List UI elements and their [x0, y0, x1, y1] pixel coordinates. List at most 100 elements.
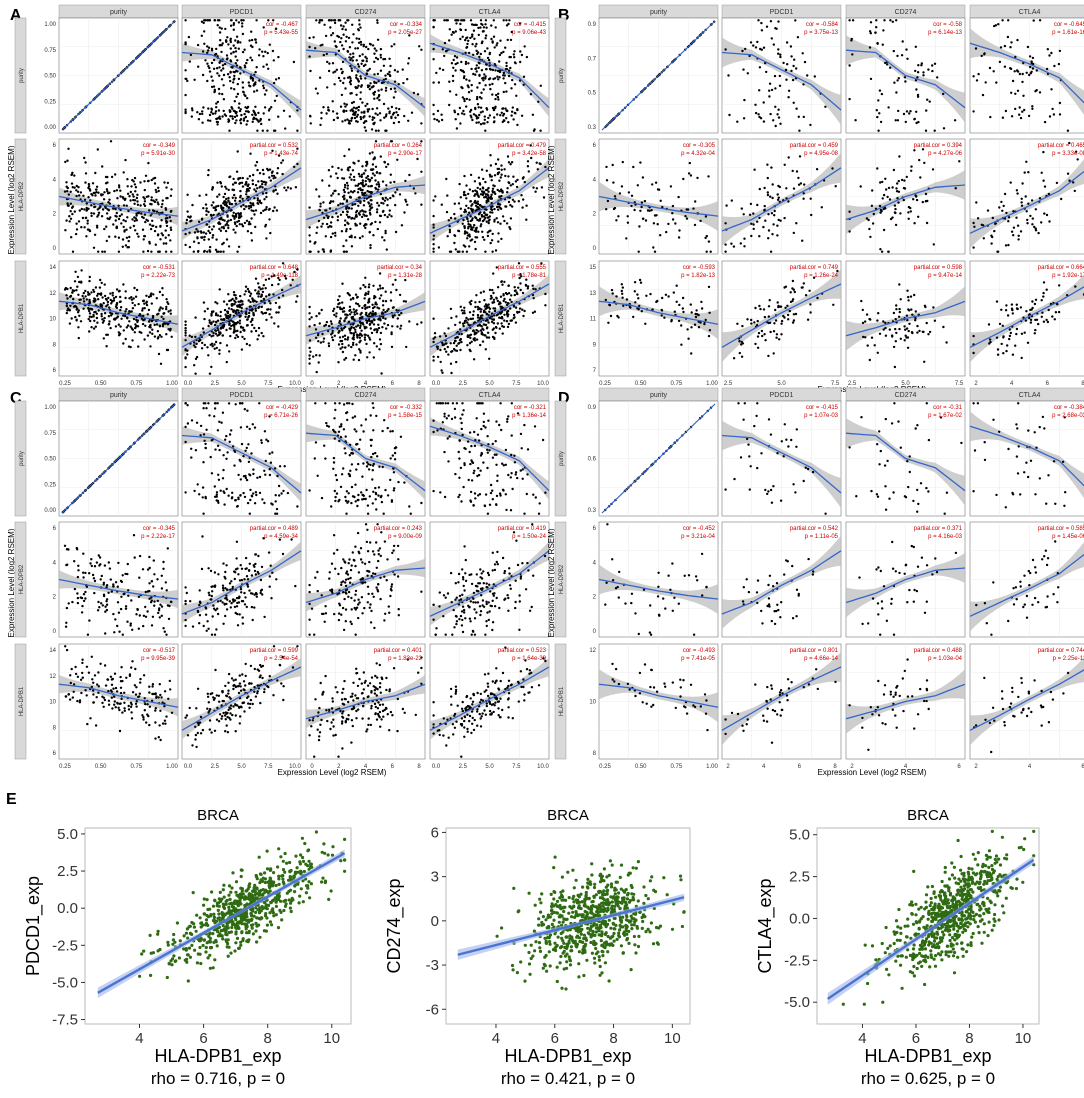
data-point	[150, 250, 153, 253]
data-point	[154, 243, 157, 246]
data-point	[769, 195, 772, 198]
data-point	[227, 226, 230, 230]
data-point	[505, 24, 509, 27]
data-point	[791, 169, 794, 173]
data-point	[331, 336, 334, 339]
data-point	[489, 211, 492, 214]
data-point	[309, 250, 312, 253]
data-point	[492, 121, 496, 124]
data-point	[484, 34, 488, 37]
data-point	[359, 316, 363, 319]
data-point	[237, 177, 240, 180]
data-point	[232, 44, 235, 47]
data-point	[348, 235, 351, 239]
data-point	[371, 107, 374, 111]
data-point	[393, 43, 396, 46]
data-point	[473, 201, 476, 204]
data-point	[506, 38, 509, 42]
data-point	[97, 298, 100, 301]
data-point	[228, 350, 231, 353]
data-point	[742, 68, 745, 71]
data-point	[100, 304, 104, 307]
data-point	[208, 333, 211, 337]
data-point	[499, 295, 503, 298]
y-tick-label: 6	[53, 368, 57, 374]
data-point	[474, 106, 477, 110]
data-point	[656, 223, 659, 226]
data-point	[227, 307, 231, 310]
data-point	[491, 68, 495, 72]
data-point	[507, 22, 510, 26]
data-point	[230, 52, 233, 55]
data-point	[476, 86, 479, 89]
data-point	[77, 186, 80, 189]
data-point	[744, 47, 747, 51]
data-point	[517, 200, 520, 203]
data-point	[991, 235, 994, 239]
data-point	[253, 197, 256, 200]
data-point	[917, 215, 920, 218]
data-point	[933, 62, 937, 65]
data-point	[1004, 244, 1008, 247]
data-point	[641, 217, 645, 220]
data-point	[933, 129, 936, 132]
data-point	[492, 35, 496, 38]
data-point	[388, 70, 391, 74]
data-point	[223, 201, 226, 204]
data-point	[260, 305, 263, 309]
data-point	[474, 305, 477, 309]
data-point	[232, 28, 235, 31]
stat-text: p = 1.43e-74	[264, 151, 299, 157]
data-point	[355, 59, 358, 62]
data-point	[345, 109, 348, 113]
data-point	[509, 307, 512, 310]
data-point	[250, 59, 254, 62]
data-point	[105, 345, 108, 348]
data-point	[636, 184, 639, 187]
data-point	[239, 41, 242, 44]
data-point	[218, 117, 222, 121]
data-point	[212, 201, 215, 204]
data-point	[309, 350, 312, 353]
data-point	[221, 218, 224, 221]
data-point	[772, 43, 775, 46]
data-point	[77, 220, 81, 223]
data-point	[197, 249, 200, 253]
data-point	[336, 298, 340, 302]
data-point	[131, 301, 134, 305]
data-point	[462, 109, 465, 113]
data-point	[357, 28, 360, 31]
data-point	[218, 288, 221, 291]
data-point	[786, 62, 789, 66]
data-point	[465, 78, 468, 81]
data-point	[269, 302, 272, 305]
data-point	[539, 129, 542, 132]
data-point	[704, 215, 708, 218]
data-point	[506, 187, 509, 190]
data-point	[328, 207, 332, 210]
data-point	[779, 122, 782, 126]
data-point	[155, 190, 158, 194]
data-point	[346, 168, 349, 171]
data-point	[869, 77, 873, 81]
data-point	[351, 41, 354, 44]
data-point	[84, 172, 88, 175]
data-point	[195, 228, 198, 231]
data-point	[404, 198, 407, 201]
data-point	[361, 59, 364, 62]
data-point	[479, 26, 482, 29]
data-point	[469, 19, 473, 22]
data-point	[218, 349, 221, 352]
data-point	[1019, 116, 1023, 120]
data-point	[625, 237, 628, 240]
data-point	[351, 216, 354, 220]
data-point	[185, 218, 189, 222]
data-point	[146, 334, 150, 337]
data-point	[203, 30, 206, 33]
data-point	[216, 314, 220, 317]
data-point	[341, 346, 344, 349]
data-point	[510, 294, 513, 297]
data-point	[249, 201, 252, 205]
data-point	[898, 155, 901, 158]
data-point	[1029, 214, 1032, 218]
